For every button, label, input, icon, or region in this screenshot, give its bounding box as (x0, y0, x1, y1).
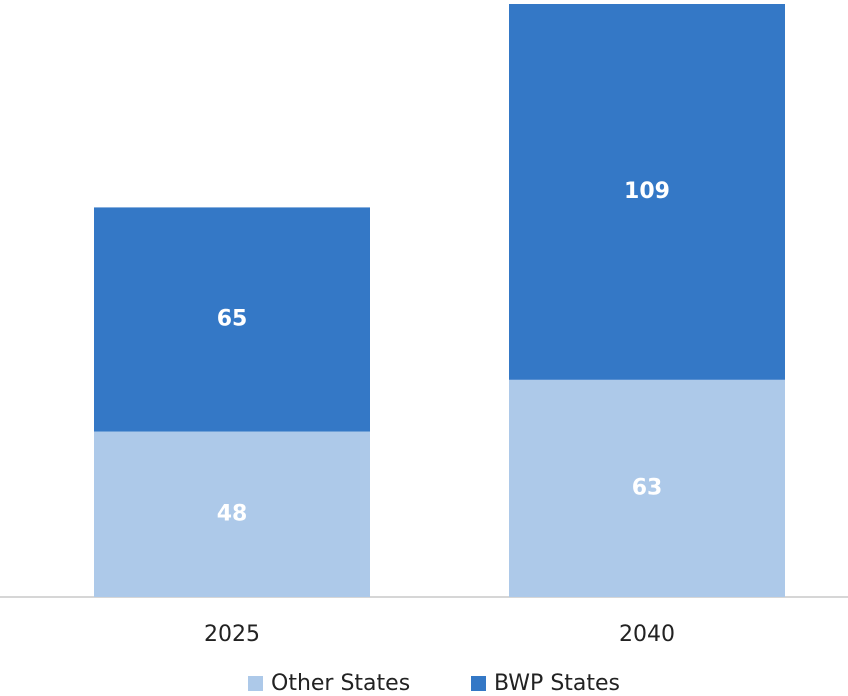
legend-swatch (248, 676, 263, 691)
data-label: 109 (624, 179, 670, 204)
legend-label: Other States (271, 671, 410, 696)
x-tick-label: 2040 (619, 622, 675, 647)
bar-segment (509, 4, 785, 380)
data-label: 65 (217, 306, 248, 331)
legend-swatch (471, 676, 486, 691)
data-label: 48 (217, 501, 248, 526)
legend-label: BWP States (494, 671, 620, 696)
bar-segment (509, 379, 785, 597)
bar-segment (94, 431, 370, 597)
bar-segment (94, 207, 370, 432)
data-label: 63 (632, 475, 663, 500)
x-tick-label: 2025 (204, 622, 260, 647)
